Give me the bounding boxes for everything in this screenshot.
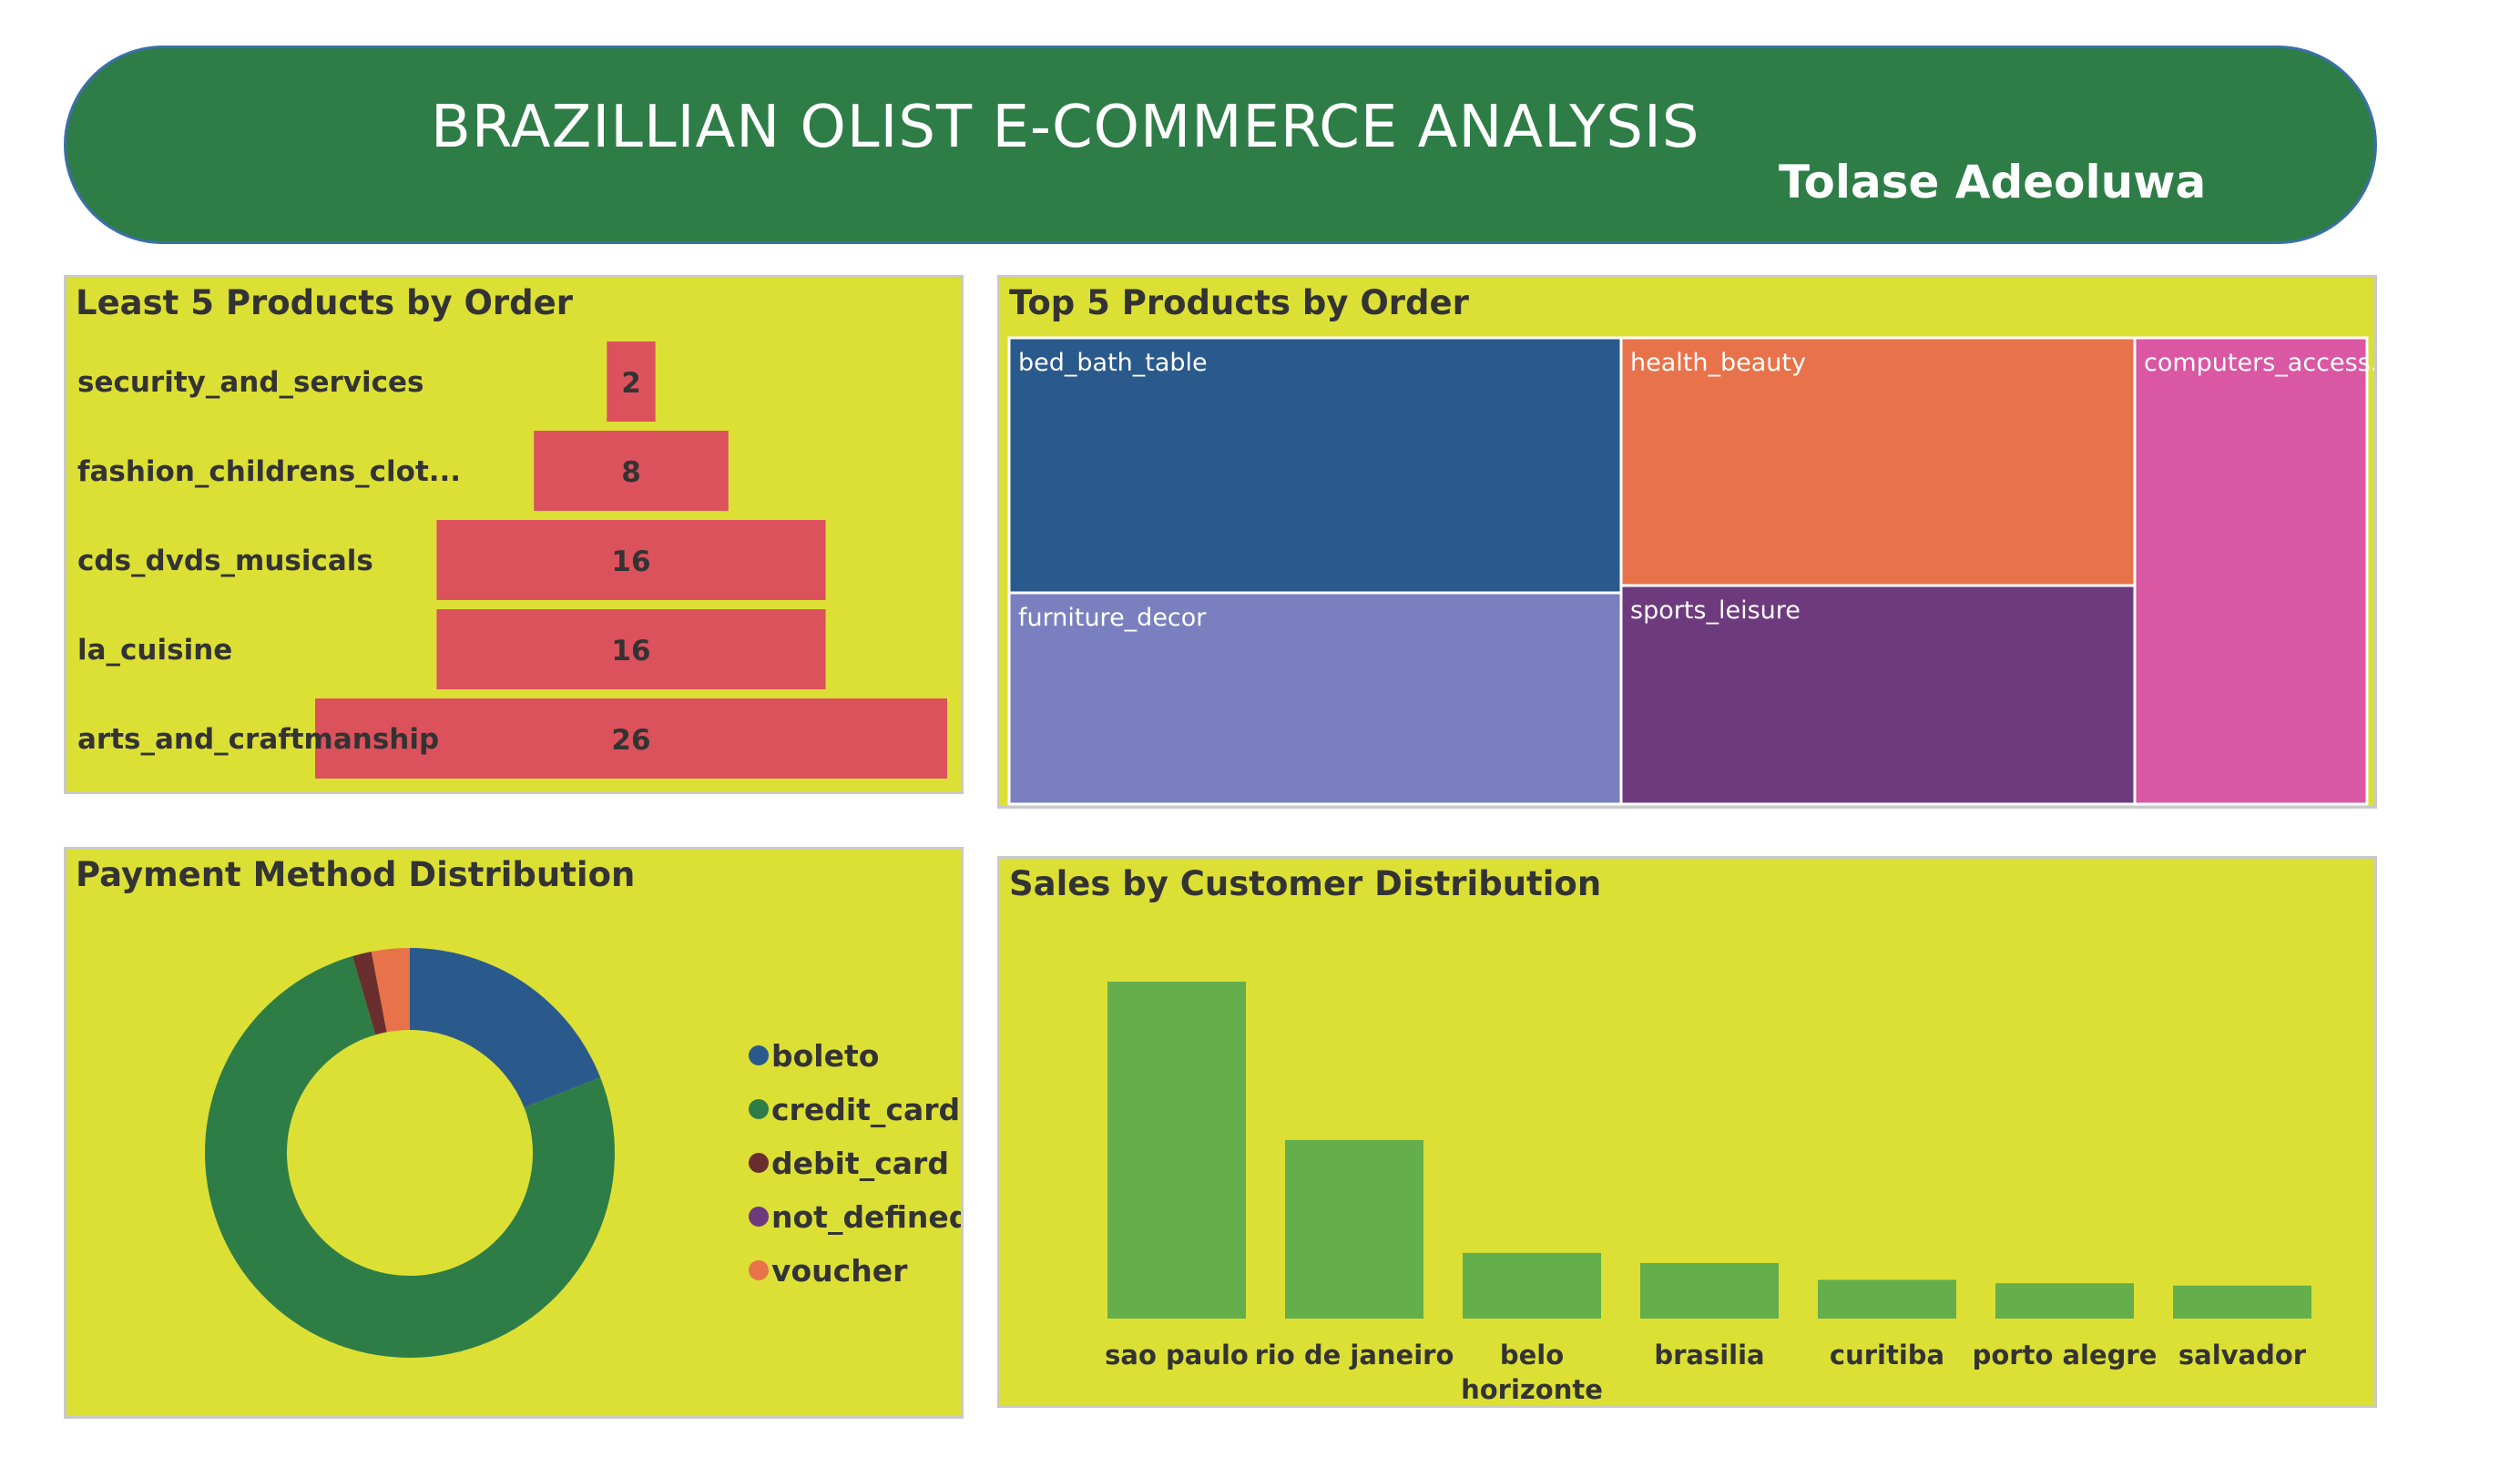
sales-customer-title: Sales by Customer Distribution [1009,864,1602,903]
legend-label: credit_card [771,1092,960,1127]
funnel-value-label: 2 [621,367,641,400]
sales-bar [1107,982,1246,1319]
treemap-tile-label: health_beauty [1630,349,1806,377]
legend-marker [749,1099,769,1119]
sales-category-label: curitiba [1830,1340,1944,1370]
sales-category-label: belo horizonte [1461,1340,1603,1405]
treemap-tile [1619,584,2137,806]
legend-label: not_defined [771,1199,961,1235]
funnel-bar [436,520,826,600]
sales-category-label: salvador [2178,1340,2307,1370]
sales-bar [1995,1283,2134,1319]
treemap-tile-label: computers_access... [2144,349,2374,377]
funnel-bar [436,609,826,689]
legend-marker [749,1153,769,1173]
sales-bar [1640,1262,1779,1319]
sales-category-label: rio de janeiro [1255,1340,1454,1370]
funnel-value-label: 16 [611,635,650,667]
funnel-category-label: cds_dvds_musicals [77,545,373,577]
sales-bar [2173,1285,2311,1319]
legend-marker [749,1260,769,1280]
funnel-value-label: 16 [611,545,650,578]
legend-marker [749,1207,769,1227]
funnel-bar [315,698,947,779]
sales-bar [1285,1139,1423,1319]
funnel-bar [607,341,656,422]
donut-slice [352,952,387,1035]
top-products-title: Top 5 Products by Order [1009,283,1469,322]
sales-bar [1463,1252,1601,1319]
payment-method-title: Payment Method Distribution [76,855,636,894]
treemap-tile-label: bed_bath_table [1018,349,1208,377]
sales-bar [1818,1279,1956,1319]
treemap-tile-label: furniture_decor [1018,604,1207,632]
legend-label: voucher [771,1253,908,1289]
header-banner: BRAZILLIAN OLIST E-COMMERCE ANALYSIS Tol… [64,46,2377,244]
funnel-value-label: 8 [621,456,641,489]
sales-customer-panel: Sales by Customer Distribution sao paulo… [997,856,2377,1408]
funnel-category-label: security_and_services [77,366,424,399]
dashboard-title: BRAZILLIAN OLIST E-COMMERCE ANALYSIS [431,94,1700,161]
legend-label: boleto [771,1038,879,1074]
legend-marker [749,1045,769,1065]
least-products-chart: 2 security_and_services 8 fashion_childrens… [77,341,947,779]
funnel-category-label: fashion_childrens_clot... [77,455,461,488]
top-products-treemap: bed_bath_table furniture_decor health_beau… [1007,336,2374,806]
least-products-panel: Least 5 Products by Order 2 security_and_… [64,275,964,794]
funnel-value-label: 26 [611,724,650,757]
legend-label: debit_card [771,1146,949,1181]
donut-slice [371,948,410,1033]
treemap-tile [2133,336,2369,806]
donut-slice [410,948,601,1108]
author-name: Tolase Adeoluwa [1779,156,2207,209]
donut-slice [205,955,615,1358]
funnel-bar [534,431,729,511]
treemap-tile-label: sports_leisure [1630,596,1801,625]
sales-category-label: brasilia [1654,1340,1764,1370]
funnel-category-label: arts_and_craftmanship [77,723,439,756]
payment-method-panel: Payment Method Distribution boleto credit… [64,847,964,1419]
sales-category-label: porto alegre [1973,1340,2158,1370]
donut-slice [371,951,387,1033]
least-products-title: Least 5 Products by Order [76,283,574,322]
funnel-category-label: la_cuisine [77,634,232,667]
payment-donut-chart: boleto credit_card debit_card not_definedvo… [205,948,961,1358]
sales-category-label: sao paulo [1105,1340,1249,1370]
sales-bar-chart: sao paulo rio de janeiro belo horizonte bras… [1105,982,2311,1405]
treemap-tile [1619,336,2137,587]
